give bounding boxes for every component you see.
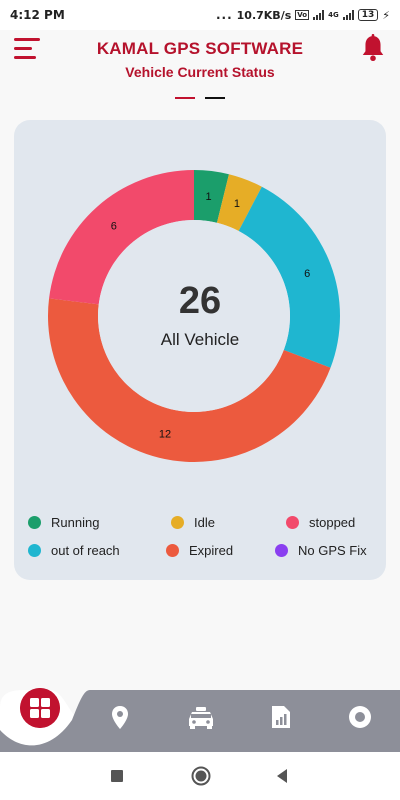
donut-segment-expired[interactable] xyxy=(48,298,331,462)
status-dots: ... xyxy=(215,8,233,22)
system-navigation-bar xyxy=(0,752,400,800)
donut-hole xyxy=(98,220,290,412)
legend-dot-running xyxy=(28,516,41,529)
legend-label-out-of-reach: out of reach xyxy=(51,543,120,558)
menu-icon[interactable] xyxy=(14,37,42,61)
report-icon[interactable] xyxy=(271,705,291,729)
battery-icon: 13 xyxy=(357,9,379,21)
status-donut-chart: 1 1 6 12 6 xyxy=(48,170,340,462)
legend-dot-idle xyxy=(171,516,184,529)
signal-icon xyxy=(313,10,325,20)
network-speed: 10.7KB/s xyxy=(236,8,292,22)
legend-label-idle: Idle xyxy=(194,515,215,530)
network-type: 4G xyxy=(328,11,339,19)
settings-icon[interactable] xyxy=(348,705,372,729)
page-subtitle: Vehicle Current Status xyxy=(125,64,275,80)
app-header: KAMAL GPS SOFTWARE Vehicle Current Statu… xyxy=(0,30,400,100)
legend-expired[interactable]: Expired xyxy=(166,543,233,558)
legend-stopped[interactable]: stopped xyxy=(286,515,355,530)
dashboard-button[interactable] xyxy=(20,688,60,728)
donut-label-out-of-reach: 6 xyxy=(304,268,310,280)
legend-label-stopped: stopped xyxy=(309,515,356,530)
legend-dot-no-gps-fix xyxy=(275,544,288,557)
legend-running[interactable]: Running xyxy=(28,515,99,530)
car-icon[interactable] xyxy=(187,707,215,729)
charging-icon: ⚡ xyxy=(382,8,390,22)
status-bar: 4:12 PM ... 10.7KB/s Vo 4G 13 ⚡ xyxy=(0,0,400,30)
recents-icon[interactable] xyxy=(110,769,124,783)
location-pin-icon[interactable] xyxy=(110,705,130,731)
legend-label-no-gps-fix: No GPS Fix xyxy=(298,543,367,558)
donut-label-expired: 12 xyxy=(159,428,171,440)
back-icon[interactable] xyxy=(275,768,289,784)
donut-segment-stopped[interactable] xyxy=(49,170,195,305)
page-indicator-inactive xyxy=(205,97,225,99)
legend-out-of-reach[interactable]: out of reach xyxy=(28,543,120,558)
app-title: KAMAL GPS SOFTWARE xyxy=(96,39,304,58)
legend-label-expired: Expired xyxy=(189,543,234,558)
donut-label-stopped: 6 xyxy=(111,220,117,232)
status-indicators: ... 10.7KB/s Vo 4G 13 ⚡ xyxy=(216,8,390,22)
legend-no-gps-fix[interactable]: No GPS Fix xyxy=(275,543,367,558)
volte-icon: Vo xyxy=(295,10,310,20)
page-indicator-active xyxy=(175,97,195,99)
signal-icon-2 xyxy=(342,10,354,20)
home-icon[interactable] xyxy=(191,766,211,786)
legend-dot-out-of-reach xyxy=(28,544,41,557)
legend-dot-stopped xyxy=(286,516,299,529)
donut-label-idle: 1 xyxy=(234,198,240,210)
status-time: 4:12 PM xyxy=(10,8,65,22)
status-card: 1 1 6 12 6 26 All Vehicle Running Idle stopp… xyxy=(14,120,386,580)
notification-bell-icon[interactable] xyxy=(360,34,386,62)
legend-label-running: Running xyxy=(51,515,100,530)
legend-dot-expired xyxy=(166,544,179,557)
donut-segment-idle[interactable] xyxy=(216,174,262,231)
legend-idle[interactable]: Idle xyxy=(171,515,215,530)
donut-segment-running[interactable] xyxy=(194,170,229,223)
total-vehicle-count: 26 xyxy=(178,280,222,322)
page-indicator xyxy=(175,97,225,100)
donut-segment-out-of-reach[interactable] xyxy=(238,186,340,368)
total-vehicle-label: All Vehicle xyxy=(160,330,240,349)
donut-label-running: 1 xyxy=(206,191,212,203)
